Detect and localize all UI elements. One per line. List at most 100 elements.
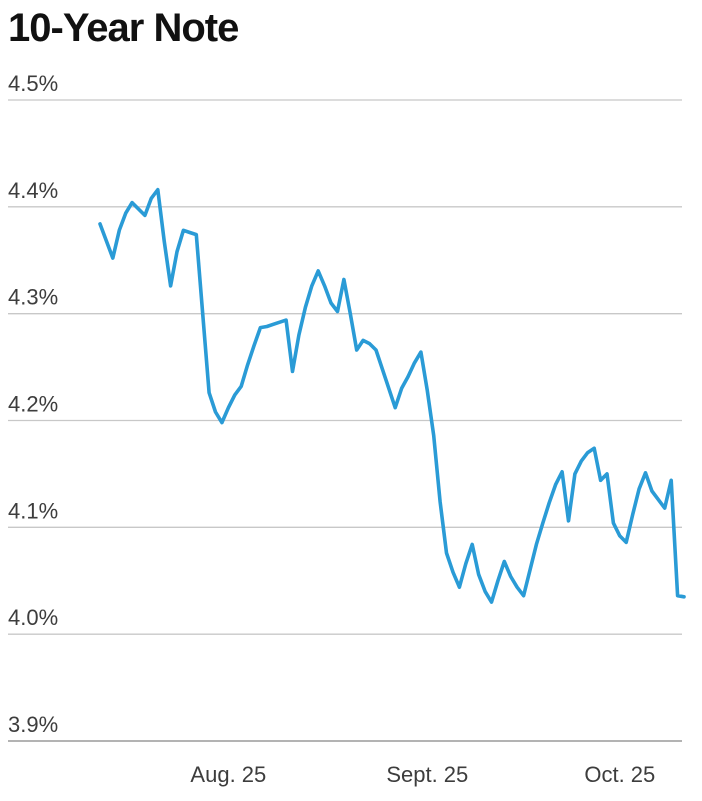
data-point	[310, 284, 314, 288]
data-point	[592, 446, 596, 450]
data-point	[137, 207, 141, 211]
gridlines	[8, 99, 682, 742]
data-point	[599, 478, 603, 482]
data-point	[682, 595, 686, 599]
data-point	[316, 269, 320, 273]
data-point	[284, 318, 288, 322]
series-layer	[98, 187, 686, 604]
data-point	[650, 489, 654, 493]
y-tick-label: 4.5%	[8, 71, 58, 96]
x-tick-label: Sept. 25	[386, 762, 468, 787]
data-point	[522, 594, 526, 598]
data-point	[560, 470, 564, 474]
data-point	[470, 542, 474, 546]
data-point	[323, 284, 327, 288]
data-point	[483, 589, 487, 593]
data-point	[214, 410, 218, 414]
data-point	[631, 513, 635, 517]
x-tick-label: Aug. 25	[190, 762, 266, 787]
y-tick-label: 3.9%	[8, 712, 58, 737]
data-point	[509, 575, 513, 579]
data-point	[149, 196, 153, 200]
data-point	[656, 498, 660, 502]
data-point	[605, 472, 609, 476]
data-point	[291, 369, 295, 373]
data-point	[380, 367, 384, 371]
data-point	[387, 386, 391, 390]
data-point	[374, 348, 378, 352]
data-point	[445, 551, 449, 555]
data-point	[258, 326, 262, 330]
data-point	[490, 600, 494, 604]
data-point	[579, 459, 583, 463]
data-point	[169, 284, 173, 288]
data-point	[547, 501, 551, 505]
data-point	[368, 342, 372, 346]
data-point	[329, 301, 333, 305]
data-point	[573, 472, 577, 476]
data-point	[156, 188, 160, 192]
data-point	[342, 278, 346, 282]
series-line	[98, 187, 686, 604]
data-point	[477, 572, 481, 576]
data-point	[567, 519, 571, 523]
data-point	[252, 344, 256, 348]
data-point	[611, 521, 615, 525]
data-point	[413, 361, 417, 365]
data-point	[201, 312, 205, 316]
data-point	[400, 386, 404, 390]
y-tick-label: 4.2%	[8, 392, 58, 417]
data-point	[438, 500, 442, 504]
y-tick-label: 4.0%	[8, 605, 58, 630]
data-point	[226, 406, 230, 410]
chart-title: 10-Year Note	[8, 6, 239, 50]
data-point	[98, 222, 102, 226]
data-point	[393, 406, 397, 410]
data-point	[278, 320, 282, 324]
data-point	[348, 312, 352, 316]
data-point	[265, 325, 269, 329]
data-point	[181, 228, 185, 232]
data-point	[361, 338, 365, 342]
data-point	[188, 231, 192, 235]
data-point	[175, 250, 179, 254]
data-point	[130, 201, 134, 205]
data-point	[644, 471, 648, 475]
data-point	[419, 350, 423, 354]
data-point	[162, 239, 166, 243]
data-point	[669, 478, 673, 482]
data-point	[432, 434, 436, 438]
data-point	[297, 333, 301, 337]
data-point	[336, 310, 340, 314]
data-point	[425, 389, 429, 393]
data-point	[104, 239, 108, 243]
data-point	[676, 594, 680, 598]
data-point	[663, 506, 667, 510]
data-point	[457, 585, 461, 589]
data-point	[451, 570, 455, 574]
x-tick-label: Oct. 25	[584, 762, 655, 787]
data-point	[515, 585, 519, 589]
data-point	[637, 487, 641, 491]
y-tick-label: 4.4%	[8, 178, 58, 203]
data-point	[618, 534, 622, 538]
data-point	[355, 348, 359, 352]
data-point	[541, 521, 545, 525]
data-point	[406, 375, 410, 379]
data-point	[233, 393, 237, 397]
y-tick-label: 4.1%	[8, 498, 58, 523]
data-point	[207, 391, 211, 395]
data-point	[534, 542, 538, 546]
data-point	[194, 233, 198, 237]
data-point	[117, 228, 121, 232]
data-point	[554, 483, 558, 487]
data-point	[502, 560, 506, 564]
data-point	[220, 421, 224, 425]
data-point	[464, 562, 468, 566]
data-point	[271, 322, 275, 326]
data-point	[496, 579, 500, 583]
data-point	[111, 256, 115, 260]
data-point	[303, 305, 307, 309]
y-tick-label: 4.3%	[8, 285, 58, 310]
